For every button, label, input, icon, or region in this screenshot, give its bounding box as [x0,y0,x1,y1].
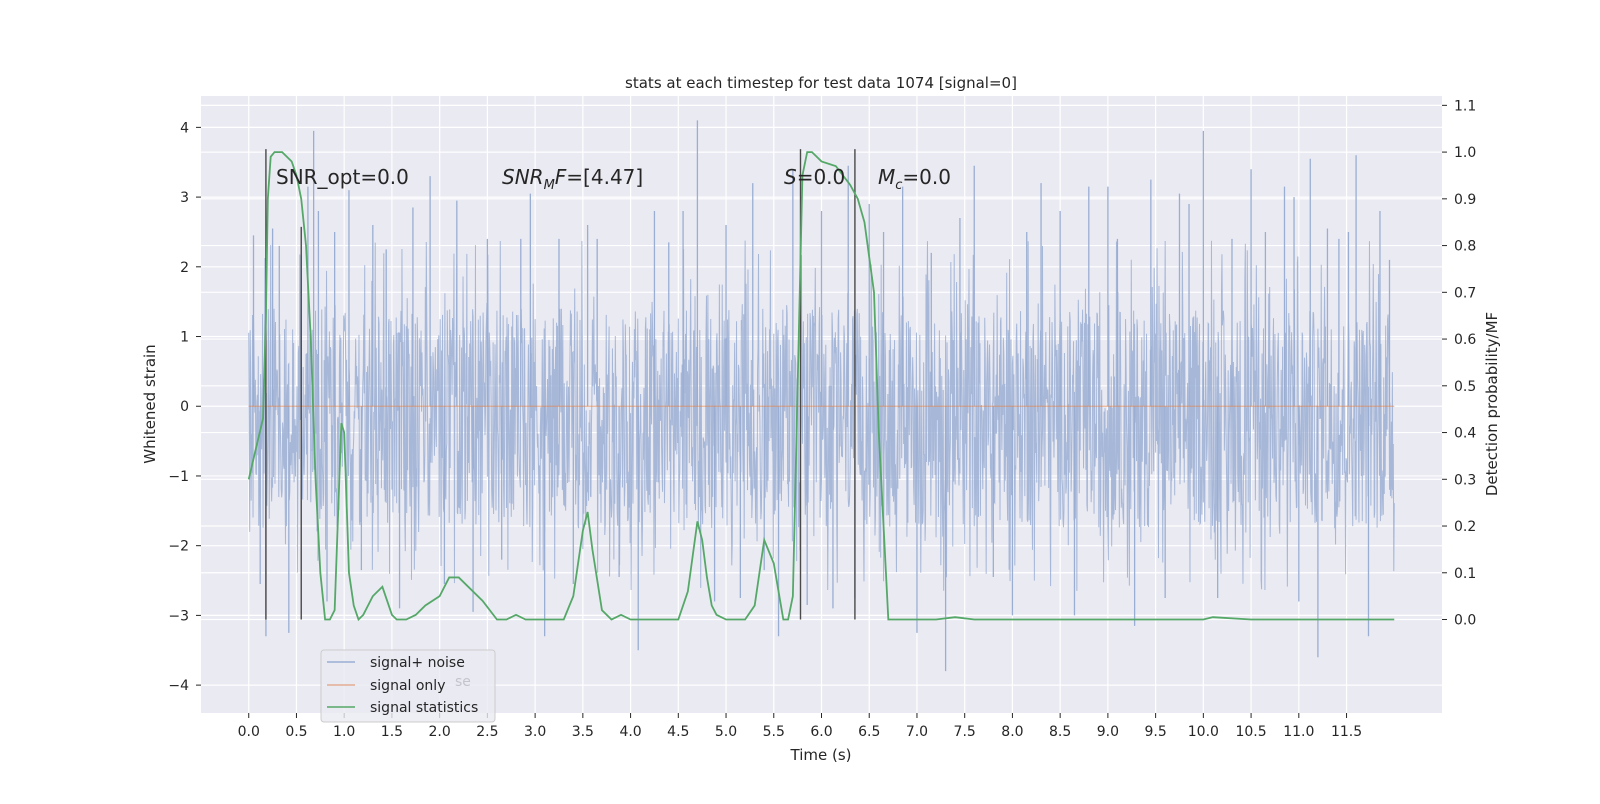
y-right-tick-label: 0.3 [1454,472,1476,488]
x-tick-label: 4.0 [619,724,641,740]
y-right-tick-label: 0.1 [1454,566,1476,582]
x-tick-label: 9.5 [1144,724,1166,740]
y-right-tick-label: 0.5 [1454,379,1476,395]
y-right-tick-label: 0.8 [1454,239,1476,255]
legend-label-noise: signal+ noise [370,655,465,671]
y-tick-label: 2 [180,260,189,276]
y-tick-label: 3 [180,190,189,206]
y-right-tick-label: 1.0 [1454,145,1476,161]
annotation-mc: Mc=0.0 [878,165,951,193]
y-tick-label: −1 [168,469,189,485]
y-right-tick-label: 0.9 [1454,192,1476,208]
x-tick-label: 4.5 [667,724,689,740]
legend-box [320,649,496,723]
legend: se signal+ noise signal only signal stat… [320,649,496,723]
x-tick-label: 0.0 [238,724,260,740]
x-tick-label: 11.5 [1331,724,1362,740]
y-right-tick-label: 0.0 [1454,613,1476,629]
annotation-snr-opt: SNR_opt=0.0 [276,165,409,189]
x-tick-label: 3.0 [524,724,546,740]
x-tick-label: 8.0 [1001,724,1023,740]
y-right-tick-label: 0.4 [1454,426,1476,442]
y-tick-label: −3 [168,608,189,624]
y-right-tick-label: 0.7 [1454,285,1476,301]
x-tick-label: 11.0 [1283,724,1314,740]
x-tick-label: 5.0 [715,724,737,740]
x-axis-label: Time (s) [790,746,852,764]
x-tick-label: 8.5 [1049,724,1071,740]
legend-label-stats: signal statistics [370,700,478,716]
x-tick-label: 10.0 [1188,724,1219,740]
x-tick-label: 1.0 [333,724,355,740]
x-tick-label: 0.5 [285,724,307,740]
x-tick-label: 3.5 [572,724,594,740]
y-right-tick-label: 1.1 [1454,98,1476,114]
y-right-tick-label: 0.6 [1454,332,1476,348]
signal-noise-series [248,120,1395,672]
y-axis-ticks: −4 −3 −2 −1 0 1 2 3 4 [168,120,201,694]
chart-title: stats at each timestep for test data 107… [625,74,1017,92]
y-axis-right-ticks: 0.0 0.1 0.2 0.3 0.4 0.5 0.6 0.7 0.8 0.9 1.0 1.1 [1442,98,1476,629]
y-tick-label: −4 [168,678,189,694]
x-tick-label: 5.5 [763,724,785,740]
annotation-s: S=0.0 [784,165,845,189]
x-tick-label: 2.0 [429,724,451,740]
x-tick-label: 7.5 [954,724,976,740]
legend-label-signal: signal only [370,678,445,694]
y-right-tick-label: 0.2 [1454,519,1476,535]
y-tick-label: 0 [180,399,189,415]
x-tick-label: 7.0 [906,724,928,740]
y-tick-label: 4 [180,120,189,136]
signal-statistics-series [247,151,1395,622]
x-tick-label: 2.5 [476,724,498,740]
x-axis-ticks: 0.0 0.5 1.0 1.5 2.0 2.5 3.0 3.5 4.0 4.5 5.0 5.5 6.0 6… [238,713,1362,740]
x-tick-label: 6.0 [810,724,832,740]
statistics-line [247,151,1395,622]
y-tick-label: 1 [180,330,189,346]
x-tick-label: 9.0 [1097,724,1119,740]
x-tick-label: 10.5 [1235,724,1266,740]
annotation-snr-mf: SNRMF=[4.47] [502,165,643,193]
y-axis-right-label: Detection probability/MF [1483,312,1501,496]
x-tick-label: 1.5 [381,724,403,740]
y-tick-label: −2 [168,539,189,555]
y-axis-label: Whitened strain [141,344,159,463]
legend-ghost-text: se [455,674,471,690]
annotations: SNR_opt=0.0 SNRMF=[4.47] S=0.0 Mc=0.0 [276,165,951,193]
x-tick-label: 6.5 [858,724,880,740]
noise-trace [248,240,1395,591]
